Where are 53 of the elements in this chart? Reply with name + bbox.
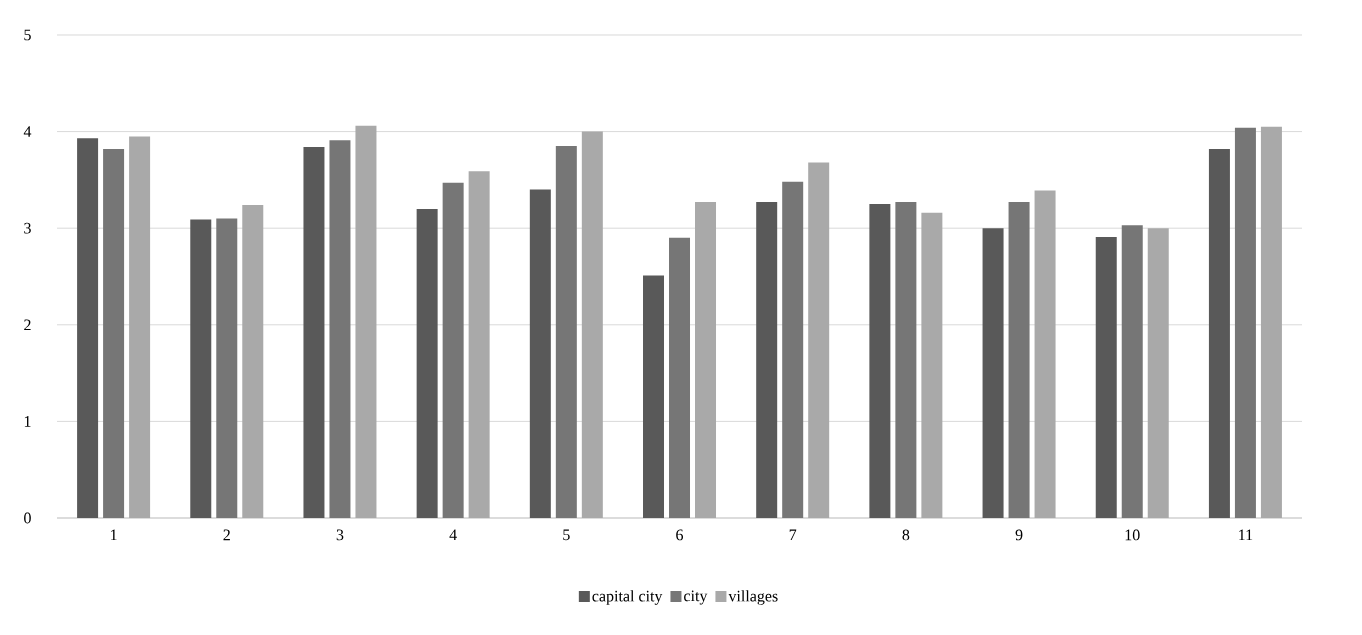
bar <box>1234 127 1256 518</box>
bar <box>695 202 717 518</box>
bar <box>808 162 830 518</box>
bar <box>669 237 691 518</box>
bar <box>355 125 377 518</box>
bar <box>442 182 464 518</box>
bar <box>1095 236 1117 518</box>
bar <box>895 202 917 518</box>
bar <box>1121 225 1143 518</box>
bar <box>216 218 238 518</box>
bar <box>643 275 665 518</box>
bar <box>581 131 603 518</box>
bar <box>1034 190 1056 518</box>
bar <box>303 147 325 518</box>
bar <box>782 181 804 518</box>
x-tick-label: 11 <box>1239 529 1253 541</box>
bar <box>1147 228 1169 518</box>
x-tick-label: 1 <box>111 529 117 541</box>
x-tick-label: 5 <box>563 529 570 541</box>
bar <box>529 189 551 518</box>
x-tick-label: 9 <box>1015 529 1023 541</box>
x-tick-label: 8 <box>902 529 910 541</box>
y-tick-label: 0 <box>24 512 31 524</box>
bar <box>103 148 125 518</box>
y-tick-label: 4 <box>23 126 32 137</box>
x-tick-label: 6 <box>676 529 684 541</box>
legend-label: city <box>684 590 708 605</box>
legend-label: villages <box>728 590 778 605</box>
x-tick-label: 3 <box>336 529 344 541</box>
bar <box>129 136 151 518</box>
bar <box>77 138 99 518</box>
y-tick-label: 5 <box>24 29 31 41</box>
x-tick-label: 2 <box>223 529 230 541</box>
bar <box>982 228 1004 518</box>
bar <box>1208 148 1230 518</box>
y-tick-label: 3 <box>24 222 31 234</box>
bar <box>1260 126 1282 518</box>
bar <box>329 140 351 518</box>
bar <box>869 204 891 518</box>
y-tick-label: 2 <box>24 319 31 331</box>
bar <box>756 202 778 518</box>
bar <box>190 219 212 518</box>
bar <box>242 205 264 518</box>
bar <box>921 212 943 518</box>
x-tick-label: 4 <box>449 529 457 541</box>
bar <box>555 146 577 518</box>
bar <box>1008 202 1030 518</box>
bar <box>416 208 438 518</box>
y-tick-label: 1 <box>24 416 31 427</box>
bar <box>468 171 490 518</box>
legend-label: capital city <box>592 590 663 605</box>
x-tick-label: 7 <box>789 529 797 541</box>
x-tick-label: 10 <box>1125 529 1140 541</box>
